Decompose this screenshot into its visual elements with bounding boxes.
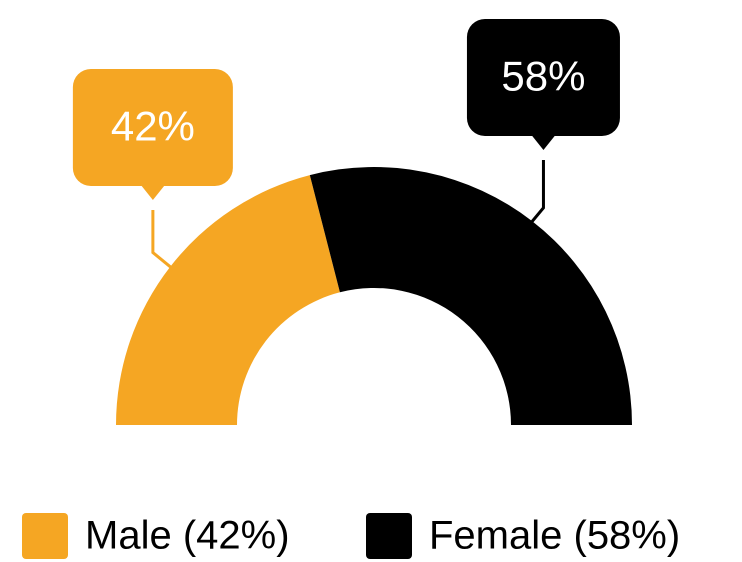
callout-pointer — [140, 185, 165, 200]
slice — [309, 167, 632, 426]
legend-swatch — [22, 513, 68, 559]
leader-line — [527, 160, 545, 227]
leader-line — [151, 210, 176, 272]
callout-box — [72, 69, 233, 186]
legend-label: Female (58%) — [429, 514, 680, 558]
callout-pointer — [531, 135, 556, 150]
slice — [116, 175, 340, 425]
legend-swatch — [366, 513, 412, 559]
callout-box — [466, 19, 620, 136]
legend-label: Male (42%) — [85, 514, 290, 558]
data-label: 58% — [501, 53, 585, 100]
data-label: 42% — [111, 103, 195, 150]
